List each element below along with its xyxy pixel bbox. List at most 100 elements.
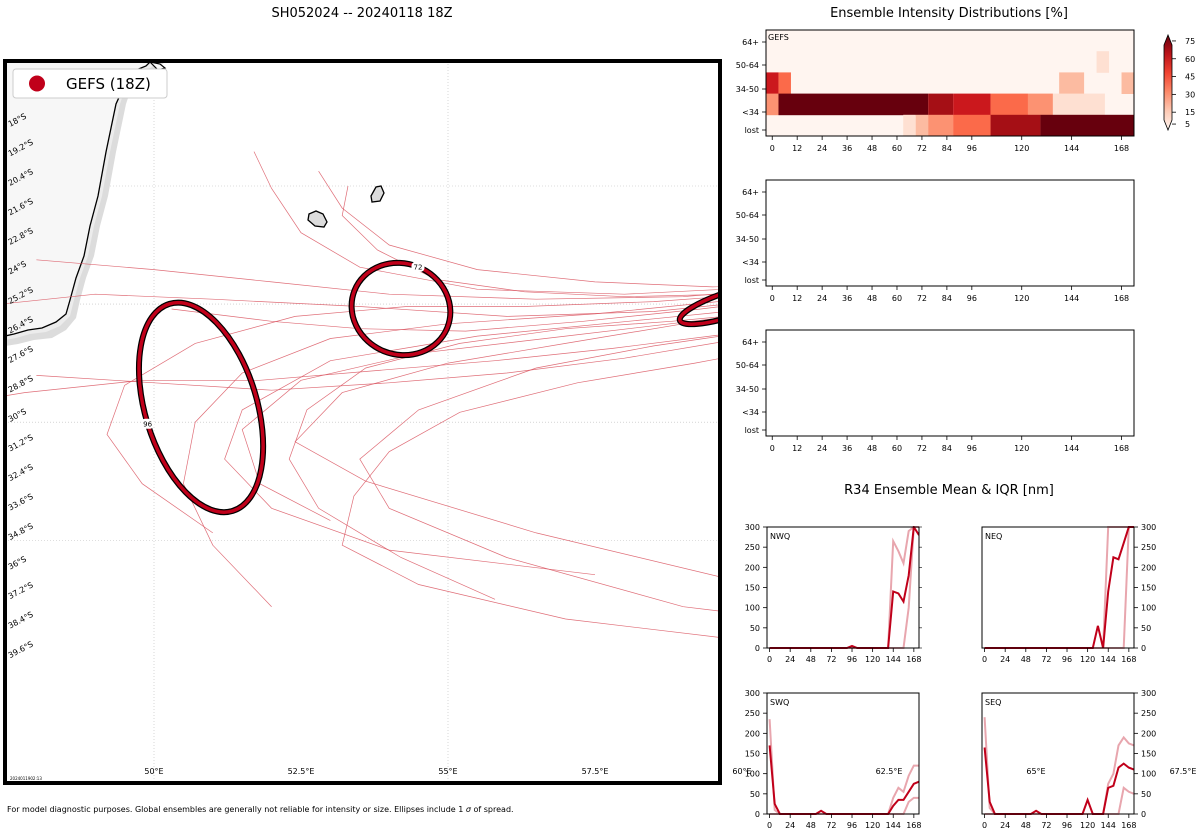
heatmap-cell [1027, 93, 1053, 116]
map-lon-tick-label: 50°E [144, 767, 163, 776]
r34-y-tick-label: 300 [1141, 523, 1156, 532]
r34-x-tick-label: 96 [847, 821, 857, 830]
ensemble-track-line [341, 358, 718, 638]
heatmap-row-label: 50-64 [736, 61, 759, 70]
r34-y-tick-label: 300 [1141, 689, 1156, 698]
colorbar-tick-label: 75 [1185, 37, 1195, 46]
r34-y-tick-label: 200 [745, 563, 760, 572]
ensemble-track-line [359, 336, 718, 612]
r34-y-tick-label: 250 [745, 543, 760, 552]
svg-text:72: 72 [414, 264, 423, 272]
heatmap-x-tick-label: 72 [917, 144, 927, 153]
r34-panel: SWQ 0 24 48 72 96 120 144 168 0 50 100 150 200 250 300 [745, 689, 922, 830]
r34-y-tick-label: 0 [755, 644, 760, 653]
spread-ellipse [886, 260, 946, 290]
r34-y-tick-label: 150 [745, 584, 760, 593]
r34-y-tick-label: 300 [745, 689, 760, 698]
r34-iqr-low-line [984, 786, 1134, 815]
r34-y-tick-label: 0 [1141, 644, 1146, 653]
r34-y-tick-label: 50 [1141, 790, 1151, 799]
r34-mean-line [983, 747, 1134, 815]
legend-label: GEFS (18Z) [66, 75, 151, 93]
map-frame [3, 59, 722, 785]
ensemble-track-line [36, 259, 718, 300]
r34-iqr-high-line [984, 526, 1134, 649]
heatmap-row-label: <34 [742, 258, 759, 267]
r34-panel: SEQ 0 24 48 72 96 120 144 168 0 50 100 150 200 250 300 [981, 689, 1156, 830]
ellipse-hour-label: 96 [141, 418, 155, 429]
r34-x-tick-label: 72 [826, 821, 836, 830]
heatmap-x-tick-label: 96 [967, 444, 977, 453]
spread-ellipse [947, 261, 995, 276]
heatmap-cell [1121, 72, 1134, 94]
r34-x-tick-label: 144 [886, 821, 901, 830]
r34-y-tick-label: 0 [1141, 810, 1146, 819]
map-lon-tick-label: 60°E [732, 767, 751, 776]
r34-iqr-high-line [983, 717, 1134, 815]
heatmap-row-label: lost [745, 276, 759, 285]
ensemble-track-line [288, 316, 718, 600]
r34-panel-label: NWQ [770, 532, 790, 541]
heatmap-x-tick-label: 144 [1064, 444, 1079, 453]
r34-x-tick-label: 72 [1041, 655, 1051, 664]
heatmap-x-tick-label: 60 [892, 144, 902, 153]
r34-y-tick-label: 100 [745, 770, 760, 779]
r34-x-tick-label: 120 [865, 821, 880, 830]
svg-text:0: 0 [1028, 264, 1032, 272]
heatmap-row-label: lost [745, 426, 759, 435]
r34-y-tick-label: 150 [1141, 750, 1156, 759]
heatmap-x-tick-label: 168 [1114, 294, 1129, 303]
r34-y-tick-label: 50 [750, 624, 760, 633]
r34-x-tick-label: 24 [1000, 821, 1010, 830]
heatmap-x-tick-label: 36 [842, 444, 852, 453]
r34-y-tick-label: 250 [745, 709, 760, 718]
r34-x-tick-label: 168 [906, 821, 921, 830]
heatmap-x-tick-label: 120 [1014, 444, 1029, 453]
ensemble-track-line [294, 319, 718, 577]
ellipse-hour-label: 72 [411, 261, 425, 272]
heatmap-row-label: <34 [742, 408, 759, 417]
r34-x-tick-label: 120 [865, 655, 880, 664]
ensemble-track-line [341, 185, 718, 298]
heatmap-x-tick-label: 48 [867, 294, 877, 303]
heatmap-row-label: 34-50 [736, 235, 759, 244]
gefs-intensity-heatmap: 64+ 50-64 34-50 <34 lost 0 12 24 36 48 60 72 84 96 120… [736, 29, 1135, 153]
svg-text:48: 48 [722, 289, 731, 297]
heatmap-x-tick-label: 24 [817, 444, 827, 453]
heatmap-x-tick-label: 12 [792, 144, 802, 153]
r34-y-tick-label: 300 [745, 523, 760, 532]
svg-text:36: 36 [827, 281, 836, 289]
reunion-island [307, 210, 328, 228]
r34-x-tick-label: 96 [1062, 655, 1072, 664]
r34-y-tick-label: 100 [745, 604, 760, 613]
r34-x-tick-label: 96 [847, 655, 857, 664]
heatmap-x-tick-label: 168 [1114, 144, 1129, 153]
r34-x-tick-label: 48 [1021, 821, 1031, 830]
map-legend: GEFS (18Z) [12, 68, 168, 99]
r34-x-tick-label: 144 [1101, 821, 1116, 830]
r34-y-tick-label: 200 [1141, 563, 1156, 572]
heatmap-cell [903, 114, 916, 137]
heatmap-x-tick-label: 60 [892, 294, 902, 303]
svg-text:96: 96 [143, 420, 152, 428]
heatmap-x-tick-label: 84 [942, 444, 952, 453]
r34-x-tick-label: 0 [982, 655, 987, 664]
r34-title: R34 Ensemble Mean & IQR [nm] [844, 483, 1054, 498]
r34-panel-label: SWQ [770, 698, 789, 707]
intensity-title: Ensemble Intensity Distributions [%] [830, 6, 1068, 21]
heatmap-x-tick-label: 96 [967, 294, 977, 303]
heatmap-row-label: 64+ [742, 38, 759, 47]
heatmap-x-tick-label: 0 [770, 144, 775, 153]
ensemble-track-line [36, 342, 718, 391]
spread-ellipse [1010, 267, 1051, 277]
map-lon-tick-label: 67.5°E [1170, 767, 1197, 776]
heatmap-x-tick-label: 72 [917, 444, 927, 453]
map-lon-tick-label: 57.5°E [582, 767, 609, 776]
heatmap-x-tick-label: 96 [967, 144, 977, 153]
heatmap-x-tick-label: 120 [1014, 144, 1029, 153]
r34-y-tick-label: 100 [1141, 770, 1156, 779]
